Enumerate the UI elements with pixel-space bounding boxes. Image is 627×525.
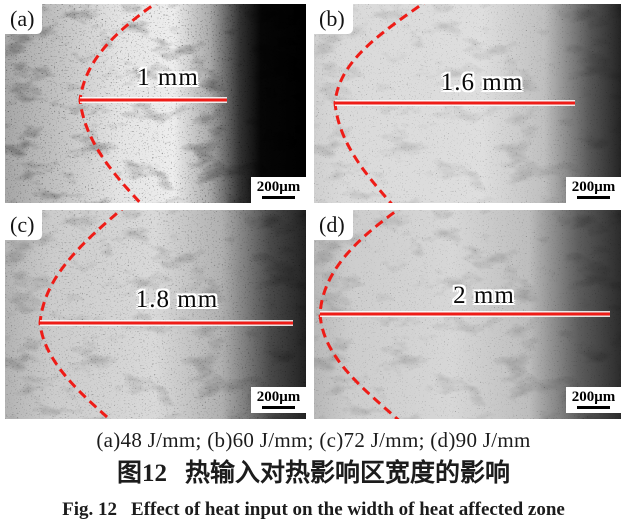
scale-bar-d: 200μm	[566, 387, 621, 413]
subcaption-conditions: (a)48 J/mm; (b)60 J/mm; (c)72 J/mm; (d)9…	[96, 428, 531, 452]
micrograph-panel-d: (d) 2 mm 200μm	[314, 210, 621, 419]
width-value-label-c: 1.8 mm	[135, 286, 219, 313]
micrograph-image-c	[5, 210, 306, 419]
scale-bar-line-b	[577, 196, 610, 199]
micrograph-panel-b: (b) 1.6 mm 200μm	[314, 4, 621, 203]
micrograph-image-b	[314, 4, 621, 203]
scale-bar-label-c: 200μm	[256, 389, 301, 405]
width-value-label-a: 1 mm	[137, 64, 199, 91]
scale-bar-line-a	[262, 196, 295, 199]
width-value-label-d: 2 mm	[453, 282, 515, 309]
scale-bar-label-b: 200μm	[571, 179, 616, 195]
scale-bar-a: 200μm	[251, 177, 306, 203]
scale-bar-line-c	[262, 406, 295, 409]
figure-captions: (a)48 J/mm; (b)60 J/mm; (c)72 J/mm; (d)9…	[0, 419, 627, 522]
micrograph-panel-c: (c) 1.8 mm 200μm	[5, 210, 306, 419]
scale-bar-label-d: 200μm	[571, 389, 616, 405]
panel-label-b: (b)	[314, 4, 353, 34]
caption-chinese-text: 热输入对热影响区宽度的影响	[185, 460, 511, 487]
scale-bar-line-d	[577, 406, 610, 409]
scale-bar-label-a: 200μm	[256, 179, 301, 195]
caption-english: Fig. 12 Effect of heat input on the width…	[0, 498, 627, 522]
caption-chinese-number: 图12	[116, 460, 167, 487]
panel-label-c: (c)	[5, 210, 43, 240]
caption-english-number: Fig. 12	[62, 499, 118, 520]
width-value-label-b: 1.6 mm	[440, 69, 524, 96]
micrograph-panel-a: (a) 1 mm 200μm	[5, 4, 306, 203]
panel-label-a: (a)	[5, 4, 43, 34]
scale-bar-b: 200μm	[566, 177, 621, 203]
micrograph-image-a	[5, 4, 306, 203]
panel-label-d: (d)	[314, 210, 353, 240]
micrograph-image-d	[314, 210, 621, 419]
caption-chinese: 图12 热输入对热影响区宽度的影响	[0, 458, 627, 489]
scale-bar-c: 200μm	[251, 387, 306, 413]
caption-english-text: Effect of heat input on the width of hea…	[131, 499, 565, 520]
